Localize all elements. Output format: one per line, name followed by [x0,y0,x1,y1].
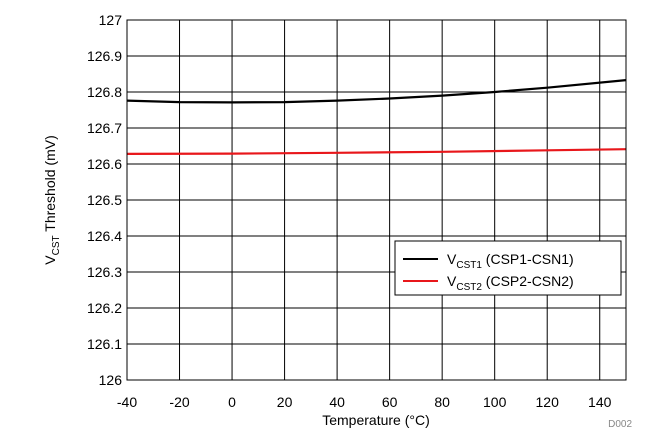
x-tick-label: 60 [382,394,398,410]
x-tick-label: 20 [277,394,293,410]
y-axis-ticks: 126 126.1 126.2 126.3 126.4 126.5 126.6 126.7 12… [87,12,122,388]
x-tick-label: 140 [588,394,612,410]
y-axis-label-suffix: Threshold (mV) [42,135,58,235]
series-group [126,79,627,155]
y-tick-label: 126.5 [87,192,122,208]
legend-box [394,240,622,296]
y-tick-label: 126.3 [87,264,122,280]
y-tick-label: 126.2 [87,300,122,316]
x-tick-label: 0 [228,394,236,410]
series-line-cst2 [126,148,627,155]
y-tick-label: 126.1 [87,336,122,352]
legend-label-vcst2-prefix: V [447,273,457,289]
document-id: D002 [608,419,632,430]
legend-label-vcst2-subscript: CST2 [456,282,482,293]
x-tick-label: 120 [536,394,560,410]
legend-label-vcst1-prefix: V [447,251,457,267]
y-tick-label: 126.7 [87,120,122,136]
series-line-cst1 [126,79,627,104]
legend-label-vcst1-suffix: (CSP1-CSN1) [482,251,574,267]
y-tick-label: 126.8 [87,84,122,100]
y-axis-label: VCST Threshold (mV) [42,135,62,264]
y-tick-label: 126 [99,372,123,388]
y-axis-label-prefix: V [42,255,58,265]
plot-frame [126,19,627,381]
y-axis-label-subscript: CST [51,235,62,255]
y-tick-label: 126.6 [87,156,122,172]
y-tick-label: 126.9 [87,48,122,64]
legend-label-vcst1: VCST1 (CSP1-CSN1) [447,251,574,271]
x-tick-label: 40 [329,394,345,410]
x-tick-label: -20 [169,394,189,410]
legend-label-vcst2-suffix: (CSP2-CSN2) [482,273,574,289]
x-tick-label: 100 [483,394,507,410]
y-tick-label: 126.4 [87,228,122,244]
x-tick-label: -40 [117,394,137,410]
x-tick-label: 80 [434,394,450,410]
x-axis-label: Temperature (°C) [322,412,430,428]
legend: VCST1 (CSP1-CSN1) VCST2 (CSP2-CSN2) [394,240,622,296]
legend-label-vcst1-subscript: CST1 [456,260,482,271]
y-tick-label: 127 [99,12,123,28]
grid-lines [126,19,626,381]
x-axis-ticks: -40 -20 0 20 40 60 80 100 120 140 [117,394,612,410]
legend-label-vcst2: VCST2 (CSP2-CSN2) [447,273,574,293]
